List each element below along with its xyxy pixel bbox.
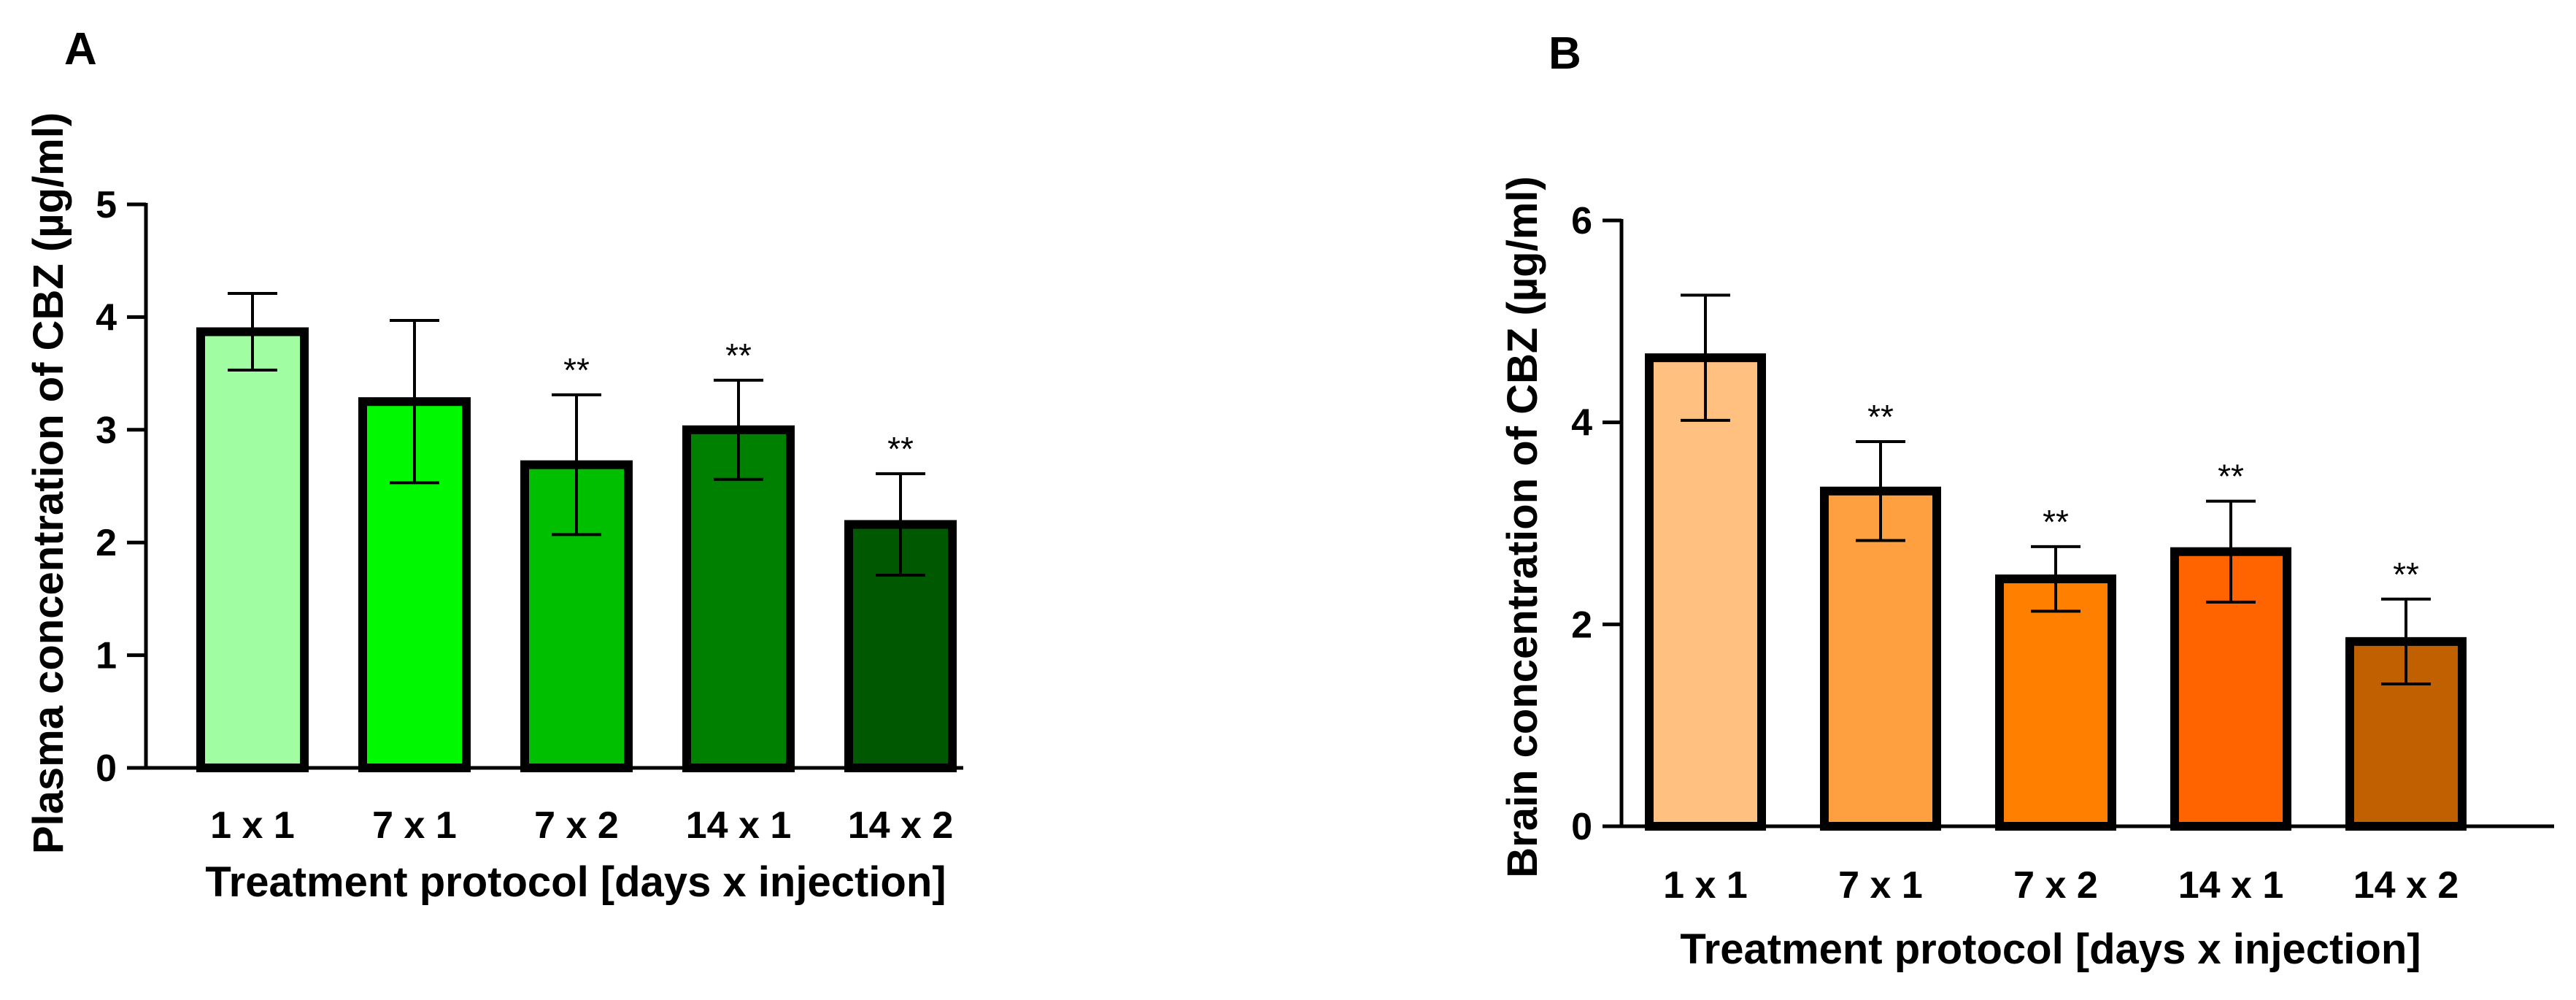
- panel-b-y-tick-label: 2: [1571, 604, 1592, 646]
- panel-a-x-tick-label: 14 x 1: [686, 804, 792, 847]
- panel-a-x-axis-title: Treatment protocol [days x injection]: [205, 858, 946, 906]
- panel-a-bar: [196, 327, 309, 772]
- panel-a-y-axis-title: Plasma concentration of CBZ (µg/ml): [25, 112, 72, 854]
- panel-b-significance-label: **: [2043, 503, 2069, 541]
- panel-a-y-tick-label: 2: [96, 522, 117, 564]
- panel-b-y-tick-label: 6: [1571, 200, 1592, 242]
- panel-b: B Brain concentration of CBZ (µg/ml) Tre…: [1499, 28, 2554, 973]
- panel-a-y-tick-label: 4: [96, 296, 117, 339]
- panel-a-significance-label: **: [725, 336, 752, 374]
- panel-a-plot-area: 0 1 2 3 4 5 1 x 1 7 x 1 ** 7 x 2 ** 14 x 1 ** 14 x 2: [96, 184, 963, 847]
- panel-a-letter: A: [64, 24, 97, 74]
- panel-a-significance-label: **: [887, 430, 914, 468]
- panel-b-bar: [1995, 574, 2116, 831]
- panel-a-y-tick-label: 5: [96, 184, 117, 226]
- panel-a-y-tick-label: 1: [96, 635, 117, 677]
- panel-a-x-tick-label: 1 x 1: [210, 804, 295, 847]
- panel-a-bar: [844, 520, 957, 772]
- panel-a: A Plasma concentration of CBZ (µg/ml) Tr…: [25, 24, 963, 906]
- panel-b-significance-label: **: [2218, 458, 2244, 496]
- panel-b-y-tick-label: 0: [1571, 806, 1592, 848]
- panel-b-y-axis-title: Brain concentration of CBZ (µg/ml): [1499, 176, 1546, 877]
- panel-b-x-tick-label: 7 x 1: [1838, 864, 1923, 907]
- panel-b-y-tick-label: 4: [1571, 402, 1592, 445]
- panel-b-x-tick-label: 1 x 1: [1663, 864, 1748, 907]
- panel-b-bar: [1820, 486, 1941, 831]
- panel-b-x-tick-label: 7 x 2: [2013, 864, 2098, 907]
- panel-b-x-tick-label: 14 x 1: [2178, 864, 2284, 907]
- panel-b-plot-area: 0 2 4 6 1 x 1 ** 7 x 1 ** 7 x 2 ** 14 x 1 ** 14 x 2: [1571, 200, 2554, 907]
- panel-b-x-tick-label: 14 x 2: [2353, 864, 2459, 907]
- panel-a-x-tick-label: 7 x 2: [534, 804, 619, 847]
- panel-a-x-tick-label: 14 x 2: [848, 804, 954, 847]
- panel-b-significance-label: **: [2393, 555, 2419, 593]
- panel-b-bar: [1645, 353, 1766, 831]
- panel-a-y-tick-label: 0: [96, 747, 117, 790]
- panel-a-x-tick-label: 7 x 1: [372, 804, 457, 847]
- panel-b-x-axis-title: Treatment protocol [days x injection]: [1680, 926, 2421, 973]
- panel-a-significance-label: **: [563, 351, 590, 389]
- panel-b-significance-label: **: [1867, 398, 1894, 436]
- panel-b-letter: B: [1549, 28, 1581, 79]
- panel-a-y-tick-label: 3: [96, 409, 117, 452]
